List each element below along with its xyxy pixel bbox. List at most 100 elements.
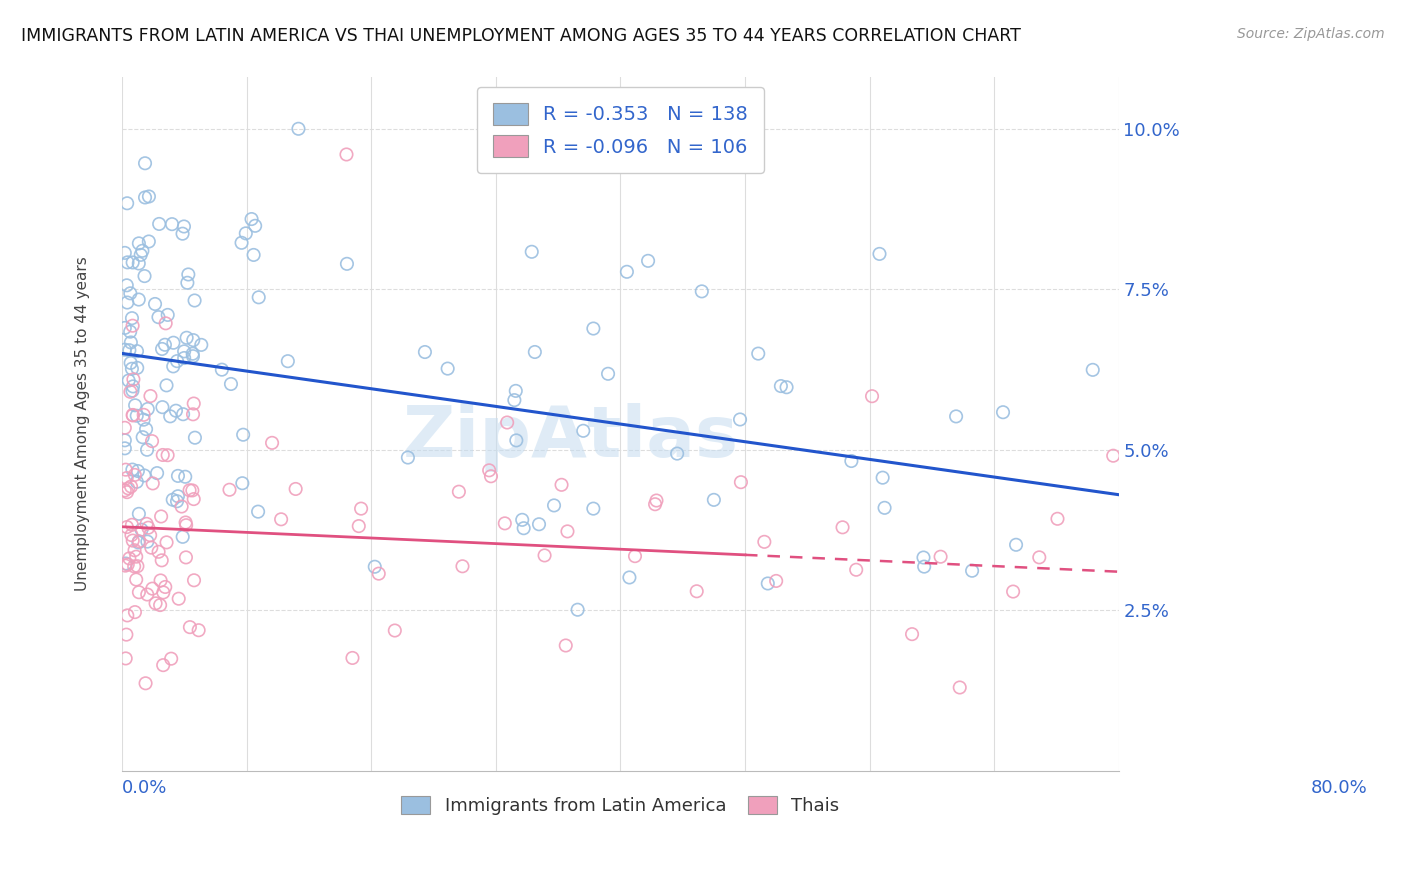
Point bbox=[166, 354, 188, 368]
Point bbox=[167, 469, 190, 483]
Point bbox=[149, 598, 172, 612]
Point bbox=[114, 421, 136, 435]
Point bbox=[134, 269, 156, 284]
Point bbox=[190, 338, 212, 352]
Point bbox=[554, 639, 576, 653]
Point bbox=[134, 156, 156, 170]
Point bbox=[128, 256, 150, 270]
Point bbox=[142, 476, 165, 491]
Point bbox=[523, 345, 546, 359]
Point bbox=[160, 217, 183, 231]
Point bbox=[120, 335, 142, 350]
Point bbox=[167, 489, 190, 503]
Point bbox=[505, 384, 527, 398]
Point bbox=[174, 518, 197, 533]
Point bbox=[747, 346, 769, 360]
Point bbox=[114, 463, 136, 477]
Point bbox=[176, 276, 198, 290]
Point bbox=[179, 483, 201, 498]
Point bbox=[262, 435, 284, 450]
Point bbox=[128, 236, 150, 251]
Point bbox=[703, 492, 725, 507]
Point bbox=[136, 442, 159, 457]
Point bbox=[728, 412, 751, 426]
Point bbox=[125, 549, 148, 564]
Point bbox=[114, 434, 136, 448]
Point bbox=[231, 235, 253, 250]
Point bbox=[121, 255, 143, 269]
Point bbox=[121, 361, 143, 376]
Text: Unemployment Among Ages 35 to 44 years: Unemployment Among Ages 35 to 44 years bbox=[75, 257, 90, 591]
Point bbox=[125, 475, 148, 489]
Point bbox=[841, 454, 863, 468]
Point bbox=[335, 147, 357, 161]
Point bbox=[114, 651, 136, 665]
Point bbox=[231, 476, 253, 491]
Point bbox=[596, 367, 619, 381]
Point bbox=[120, 325, 142, 339]
Point bbox=[131, 244, 153, 258]
Text: 0.0%: 0.0% bbox=[122, 779, 167, 797]
Point bbox=[117, 481, 139, 495]
Point bbox=[138, 235, 160, 249]
Point bbox=[139, 528, 162, 542]
Point bbox=[413, 345, 436, 359]
Point bbox=[170, 500, 193, 514]
Point bbox=[114, 483, 136, 498]
Point bbox=[131, 430, 153, 444]
Point bbox=[218, 483, 240, 497]
Point bbox=[141, 582, 163, 596]
Point bbox=[117, 295, 139, 310]
Point bbox=[211, 362, 233, 376]
Point bbox=[543, 499, 565, 513]
Point bbox=[991, 405, 1014, 419]
Point bbox=[172, 530, 194, 544]
Point bbox=[124, 605, 146, 619]
Point bbox=[181, 349, 204, 363]
Point bbox=[872, 471, 894, 485]
Point bbox=[122, 372, 145, 386]
Point bbox=[582, 321, 605, 335]
Point bbox=[139, 389, 162, 403]
Point bbox=[277, 354, 299, 368]
Point bbox=[127, 559, 149, 574]
Point bbox=[637, 253, 659, 268]
Point bbox=[143, 297, 166, 311]
Text: 80.0%: 80.0% bbox=[1310, 779, 1368, 797]
Point bbox=[165, 403, 187, 417]
Point bbox=[181, 333, 204, 347]
Point bbox=[121, 384, 143, 398]
Point bbox=[128, 585, 150, 599]
Point bbox=[519, 137, 541, 152]
Point bbox=[945, 409, 967, 424]
Point bbox=[247, 290, 270, 304]
Point bbox=[121, 533, 143, 548]
Point bbox=[845, 563, 868, 577]
Point bbox=[479, 469, 502, 483]
Point bbox=[183, 492, 205, 507]
Point bbox=[527, 517, 550, 532]
Point bbox=[284, 482, 307, 496]
Point bbox=[167, 591, 190, 606]
Point bbox=[136, 587, 159, 601]
Point bbox=[1002, 584, 1025, 599]
Point bbox=[159, 409, 181, 424]
Point bbox=[127, 535, 149, 549]
Point bbox=[503, 393, 526, 408]
Point bbox=[166, 494, 188, 508]
Point bbox=[396, 450, 419, 465]
Point bbox=[183, 574, 205, 588]
Point bbox=[121, 408, 143, 422]
Point bbox=[174, 516, 197, 530]
Point bbox=[1081, 363, 1104, 377]
Point bbox=[235, 227, 257, 241]
Point bbox=[136, 401, 159, 416]
Point bbox=[125, 573, 148, 587]
Point bbox=[117, 558, 139, 572]
Point bbox=[124, 543, 146, 558]
Point bbox=[127, 360, 149, 375]
Point bbox=[342, 651, 364, 665]
Point bbox=[153, 338, 176, 352]
Point bbox=[181, 347, 204, 361]
Point bbox=[141, 434, 163, 449]
